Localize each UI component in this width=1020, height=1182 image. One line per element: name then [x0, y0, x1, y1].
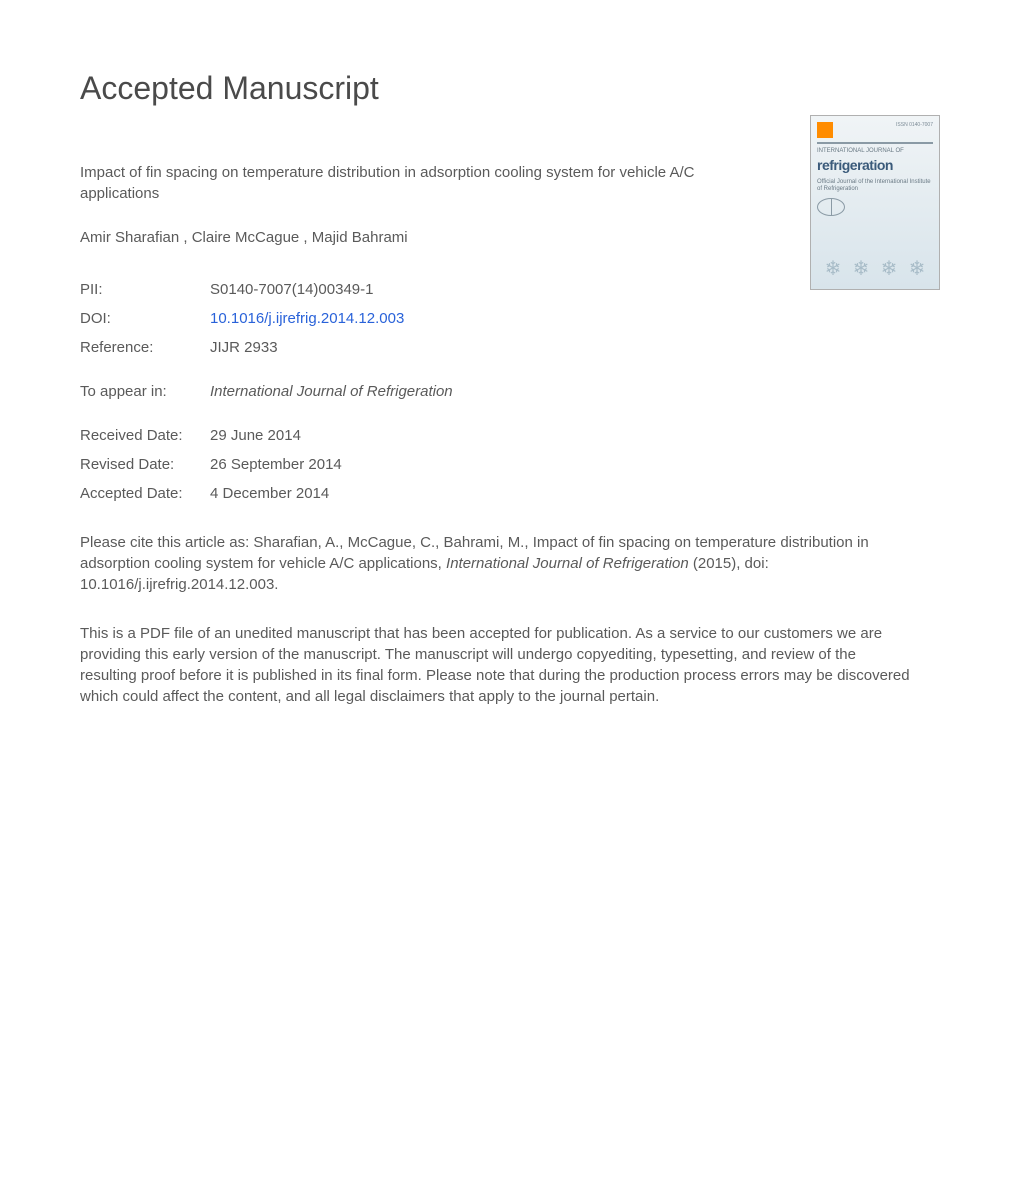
meta-row-accepted: Accepted Date: 4 December 2014 [80, 485, 940, 502]
publisher-logo-icon [817, 122, 833, 138]
accepted-label: Accepted Date: [80, 485, 210, 502]
revised-value: 26 September 2014 [210, 456, 342, 473]
revised-label: Revised Date: [80, 456, 210, 473]
snowflake-icon: ❄ [825, 259, 842, 279]
citation-text: Please cite this article as: Sharafian, … [80, 532, 910, 595]
meta-row-received: Received Date: 29 June 2014 [80, 427, 940, 444]
snowflake-icon: ❄ [881, 259, 898, 279]
meta-row-revised: Revised Date: 26 September 2014 [80, 456, 940, 473]
metadata-table: PII: S0140-7007(14)00349-1 DOI: 10.1016/… [80, 281, 940, 502]
globe-icon [817, 198, 845, 216]
doi-label: DOI: [80, 310, 210, 327]
reference-label: Reference: [80, 339, 210, 356]
article-title: Impact of fin spacing on temperature dis… [80, 162, 700, 204]
citation-journal: International Journal of Refrigeration [446, 555, 689, 572]
cover-divider [817, 142, 933, 144]
received-label: Received Date: [80, 427, 210, 444]
doi-link[interactable]: 10.1016/j.ijrefrig.2014.12.003 [210, 310, 404, 327]
pii-label: PII: [80, 281, 210, 298]
received-value: 29 June 2014 [210, 427, 301, 444]
accepted-value: 4 December 2014 [210, 485, 329, 502]
pii-value: S0140-7007(14)00349-1 [210, 281, 373, 298]
cover-description: Official Journal of the International In… [817, 179, 933, 193]
snowflake-icon: ❄ [909, 259, 926, 279]
cover-subtitle: INTERNATIONAL JOURNAL OF [817, 148, 933, 155]
cover-journal-name: refrigeration [817, 157, 933, 173]
meta-row-doi: DOI: 10.1016/j.ijrefrig.2014.12.003 [80, 310, 940, 327]
journal-cover-thumbnail: ISSN 0140-7007 INTERNATIONAL JOURNAL OF … [810, 115, 940, 290]
reference-value: JIJR 2933 [210, 339, 278, 356]
cover-issn: ISSN 0140-7007 [896, 122, 933, 128]
disclaimer-text: This is a PDF file of an unedited manusc… [80, 623, 910, 707]
snowflake-icon: ❄ [853, 259, 870, 279]
accepted-manuscript-heading: Accepted Manuscript [80, 70, 940, 107]
meta-row-appear: To appear in: International Journal of R… [80, 383, 940, 400]
snowflake-decorations: ❄ ❄ ❄ ❄ [819, 259, 931, 279]
meta-row-reference: Reference: JIJR 2933 [80, 339, 940, 356]
appear-value: International Journal of Refrigeration [210, 383, 453, 400]
appear-label: To appear in: [80, 383, 210, 400]
